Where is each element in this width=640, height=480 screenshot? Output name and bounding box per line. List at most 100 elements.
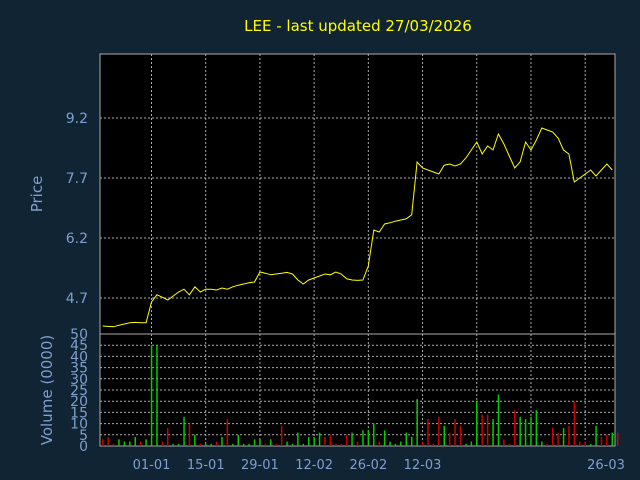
volume-bar [579,441,581,446]
volume-bar [568,425,570,446]
volume-bar [335,443,337,446]
volume-bar [562,428,565,446]
volume-bar [557,432,559,446]
volume-bar [606,434,608,446]
volume-bar [123,441,126,446]
price-y-tick-label: 4.7 [66,291,88,307]
x-tick-label: 12-02 [295,458,333,473]
volume-bar [459,425,462,446]
volume-bar [470,441,473,446]
volume-bar [443,425,445,446]
volume-y-tick-label: 40 [70,349,88,365]
volume-y-tick-label: 45 [70,338,88,354]
volume-bar [297,432,299,446]
volume-bar [275,443,277,446]
volume-bar [107,437,109,446]
volume-bar [514,410,516,446]
volume-bar [237,434,239,446]
volume-bar [248,443,250,446]
volume-bar [340,443,342,446]
volume-bar [595,425,597,446]
volume-bar [367,430,370,446]
volume-bar [188,423,191,446]
volume-bar [503,439,505,446]
volume-bar [145,439,147,446]
x-tick-label: 29-01 [241,458,279,473]
volume-bar [405,432,407,446]
volume-bar [270,439,272,446]
volume-y-tick-label: 10 [70,417,88,433]
volume-bar [411,437,413,446]
volume-bar [535,410,538,446]
volume-bar [454,419,456,446]
price-plot-area [99,53,616,335]
x-tick-label: 15-01 [187,458,225,473]
chart-title: LEE - last updated 27/03/2026 [244,17,472,35]
volume-bar [551,428,554,446]
volume-bar [524,419,527,446]
volume-bar [194,434,196,446]
volume-bar [112,443,115,446]
volume-bar [373,423,375,446]
volume-y-tick-label: 25 [70,383,88,399]
volume-bar [351,432,353,446]
volume-bar [448,432,451,446]
volume-y-tick-label: 35 [70,361,88,377]
volume-bar [226,419,229,446]
volume-bar [497,394,500,446]
volume-bar [302,443,304,446]
volume-bar [546,443,548,446]
volume-bar [139,441,142,446]
price-axis-label: Price [28,176,46,213]
volume-bar [102,439,104,446]
volume-bars [102,345,619,446]
price-y-ticks: 4.7 6.2 7.7 9.2 [66,111,88,307]
volume-bar [508,443,510,446]
price-y-tick-label: 9.2 [66,111,88,127]
volume-bar [177,443,180,446]
volume-bar [318,432,321,446]
volume-bar [329,434,332,446]
volume-y-tick-label: 30 [70,372,88,388]
volume-bar [161,441,164,446]
volume-y-tick-label: 15 [70,405,88,421]
volume-y-tick-label: 50 [70,327,88,343]
volume-bar [589,443,592,446]
volume-axis-label: Volume (0000) [38,335,56,445]
volume-bar [573,401,576,446]
volume-bar [427,419,429,446]
volume-bar [465,443,467,446]
volume-bar [600,437,603,446]
volume-bar [481,414,483,446]
volume-bar [541,441,543,446]
x-tick-label: 26-03 [587,458,625,473]
volume-bar [362,430,364,446]
volume-bar [324,437,326,446]
volume-y-tick-label: 0 [79,439,88,455]
price-y-tick-label: 7.7 [66,171,88,187]
volume-bar [215,441,218,446]
volume-bar [416,399,418,446]
volume-bar [492,419,494,446]
x-tick-label: 01-01 [133,458,171,473]
volume-bar [242,443,245,446]
volume-bar [232,443,234,446]
volume-bar [118,439,120,446]
volume-bar [611,432,613,446]
volume-bar [421,441,424,446]
volume-bar [253,439,256,446]
volume-y-tick-label: 5 [79,428,88,444]
x-tick-label: 12-03 [404,458,442,473]
volume-bar [383,430,386,446]
volume-bar [345,434,348,446]
volume-bar [150,345,153,446]
volume-bar [378,441,380,446]
volume-bar [617,432,619,446]
volume-bar [530,416,532,446]
volume-bar [259,439,261,446]
volume-bar [394,443,397,446]
volume-bar [400,441,402,446]
volume-bar [134,437,136,446]
volume-bar [129,441,131,446]
